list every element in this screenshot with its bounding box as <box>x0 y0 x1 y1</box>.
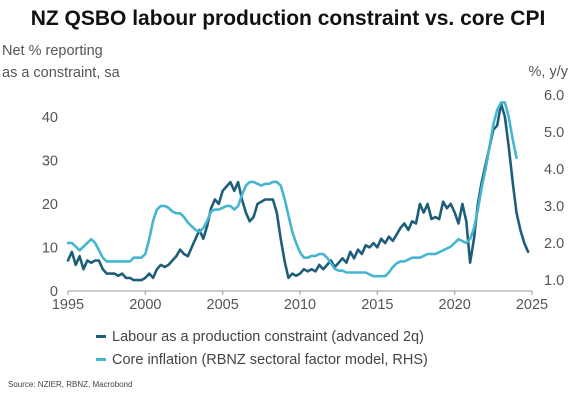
y-left-tick-label: 10 <box>42 240 58 256</box>
series-line-labour-constraint <box>66 102 530 282</box>
x-tick-label: 2015 <box>361 297 393 313</box>
left-axis-label: Net % reporting as a constraint, sa <box>2 40 120 84</box>
y-left-tick-label: 30 <box>42 153 58 169</box>
legend-swatch-core-inflation <box>96 358 106 361</box>
legend-label-labour: Labour as a production constraint (advan… <box>112 328 424 345</box>
y-left-tick-label: 40 <box>42 110 58 126</box>
chart-title: NZ QSBO labour production constraint vs.… <box>30 7 546 30</box>
y-right-tick-label: 3.0 <box>544 199 564 215</box>
legend-swatch-labour <box>96 335 106 338</box>
x-tick-label: 2000 <box>129 297 161 313</box>
left-axis-label-line-2: as a constraint, sa <box>2 65 120 81</box>
legend-item-core-inflation: Core inflation (RBNZ sectoral factor mod… <box>96 348 428 371</box>
series-line-core-inflation <box>66 101 518 278</box>
x-tick-label: 2025 <box>516 297 548 313</box>
y-left-tick-label: 0 <box>50 284 58 300</box>
y-right-tick-label: 1.0 <box>544 273 564 289</box>
source-note: Source: NZIER, RBNZ, Macrobond <box>8 380 133 389</box>
y-right-tick-label: 2.0 <box>544 236 564 252</box>
x-tick-label: 1995 <box>52 297 84 313</box>
right-axis-label: %, y/y <box>528 64 568 80</box>
x-tick-label: 2020 <box>439 297 471 313</box>
y-right-tick-label: 6.0 <box>544 88 564 104</box>
y-right-tick-label: 5.0 <box>544 125 564 141</box>
legend: Labour as a production constraint (advan… <box>96 325 428 371</box>
axes: 1995 2000 2005 2010 2015 2020 2025 0 10 20 30 40 1.0… <box>42 88 564 313</box>
legend-item-labour: Labour as a production constraint (advan… <box>96 325 428 348</box>
legend-label-core-inflation: Core inflation (RBNZ sectoral factor mod… <box>112 351 428 368</box>
y-left-tick-label: 20 <box>42 197 58 213</box>
left-axis-label-line-1: Net % reporting <box>2 43 103 59</box>
series-layer <box>66 101 530 282</box>
x-tick-label: 2010 <box>284 297 316 313</box>
y-right-tick-label: 4.0 <box>544 162 564 178</box>
x-tick-label: 2005 <box>207 297 239 313</box>
